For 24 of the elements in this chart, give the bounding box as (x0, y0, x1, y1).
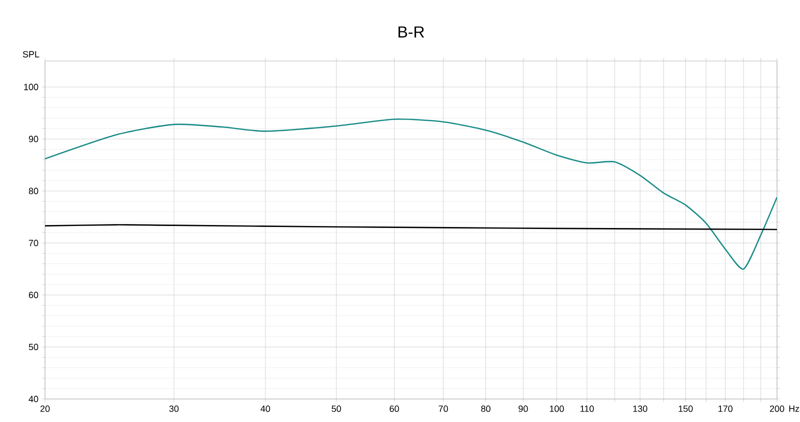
y-tick-label: 80 (28, 188, 38, 194)
x-tick-label: 150 (678, 406, 693, 412)
x-tick-label: 80 (481, 406, 490, 412)
y-tick-label: 100 (24, 84, 38, 90)
x-tick-label: 40 (260, 406, 270, 412)
y-axis-title: SPL (22, 51, 40, 58)
x-tick-label: 30 (169, 406, 179, 412)
y-tick-label: 60 (28, 292, 38, 298)
x-tick-label: 130 (633, 406, 648, 412)
x-tick-label: 110 (580, 406, 594, 412)
y-tick-label: 70 (28, 240, 38, 246)
y-tick-label: 40 (28, 396, 38, 402)
x-tick-label: 90 (518, 406, 528, 412)
x-tick-label: 170 (718, 406, 733, 412)
x-tick-label: 100 (550, 406, 564, 412)
chart-title: B-R (398, 26, 424, 38)
x-tick-label: 60 (390, 406, 399, 412)
x-axis-title: Hz (789, 406, 800, 412)
x-tick-label: 70 (438, 406, 448, 412)
x-tick-label: 50 (332, 406, 341, 412)
y-tick-label: 50 (28, 344, 38, 350)
x-tick-label: 200 (770, 406, 784, 412)
x-tick-label: 20 (40, 406, 50, 412)
y-tick-label: 90 (28, 136, 38, 142)
